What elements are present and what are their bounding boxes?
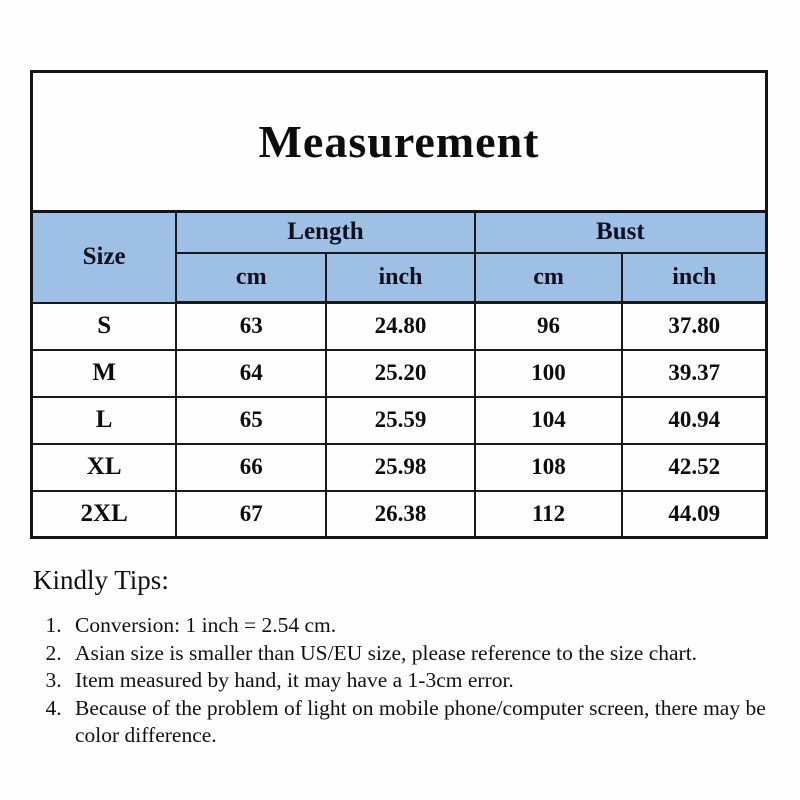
bust-inch-value: 40.94 [621, 395, 768, 445]
length-inch-value: 25.59 [325, 395, 476, 445]
bust-cm-value: 96 [473, 301, 624, 351]
title-box: Measurement [30, 70, 768, 213]
tips-section: Kindly Tips: Conversion: 1 inch = 2.54 c… [33, 565, 773, 750]
bust-inch-value: 44.09 [621, 489, 768, 539]
table-row: XL 66 25.98 108 42.52 [30, 442, 768, 492]
col-header-bust-cm: cm [473, 251, 624, 304]
length-inch-value: 25.98 [325, 442, 476, 492]
length-inch-value: 24.80 [325, 301, 476, 351]
col-header-bust-inch: inch [621, 251, 768, 304]
length-cm-value: 67 [175, 489, 328, 539]
size-label: 2XL [30, 489, 178, 539]
tip-item: Asian size is smaller than US/EU size, p… [67, 640, 773, 668]
measurement-table: Size Length Bust cm inch cm inch S 63 24… [30, 210, 768, 539]
tip-item: Conversion: 1 inch = 2.54 cm. [67, 612, 773, 640]
size-label: S [30, 301, 178, 351]
table-header-group-row: Size Length Bust [30, 210, 768, 304]
col-header-bust: Bust [473, 210, 768, 254]
tip-item: Item measured by hand, it may have a 1-3… [67, 667, 773, 695]
table-header-units-row: cm inch cm inch [32, 251, 768, 304]
bust-inch-value: 37.80 [621, 301, 768, 351]
size-label: M [30, 348, 178, 398]
table-row: S 63 24.80 96 37.80 [30, 301, 768, 351]
length-cm-value: 65 [175, 395, 328, 445]
page-title: Measurement [258, 116, 540, 167]
col-header-length: Length [175, 210, 476, 254]
length-inch-value: 25.20 [325, 348, 476, 398]
table-row: L 65 25.59 104 40.94 [30, 395, 768, 445]
bust-inch-value: 39.37 [621, 348, 768, 398]
length-inch-value: 26.38 [325, 489, 476, 539]
tips-heading: Kindly Tips: [33, 565, 169, 595]
length-cm-value: 66 [175, 442, 328, 492]
length-cm-value: 63 [175, 301, 328, 351]
bust-cm-value: 112 [473, 489, 624, 539]
col-header-length-inch: inch [325, 251, 476, 304]
table-row: 2XL 67 26.38 112 44.09 [30, 489, 768, 539]
size-label: XL [30, 442, 178, 492]
col-header-length-cm: cm [175, 251, 328, 304]
table-row: M 64 25.20 100 39.37 [30, 348, 768, 398]
bust-cm-value: 104 [473, 395, 624, 445]
bust-cm-value: 108 [473, 442, 624, 492]
tips-list: Conversion: 1 inch = 2.54 cm. Asian size… [37, 612, 773, 750]
col-header-size: Size [30, 210, 178, 304]
bust-cm-value: 100 [473, 348, 624, 398]
length-cm-value: 64 [175, 348, 328, 398]
tip-item: Because of the problem of light on mobil… [67, 695, 773, 750]
size-label: L [30, 395, 178, 445]
bust-inch-value: 42.52 [621, 442, 768, 492]
